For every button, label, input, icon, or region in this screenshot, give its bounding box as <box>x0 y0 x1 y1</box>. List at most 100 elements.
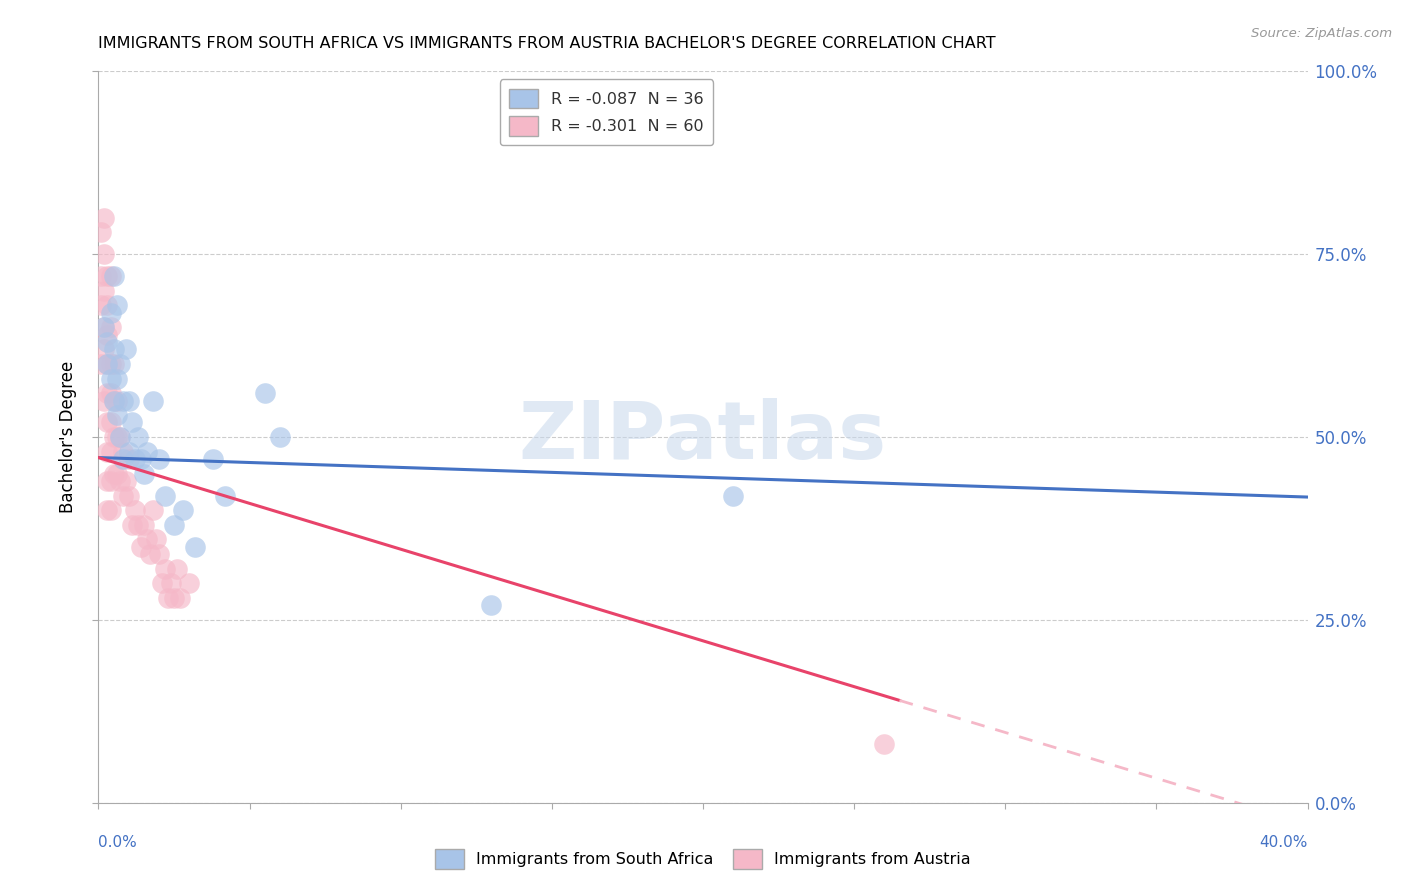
Point <box>105 298 128 312</box>
Point <box>96 327 118 342</box>
Point <box>148 547 170 561</box>
Point <box>118 489 141 503</box>
Point <box>96 474 118 488</box>
Point <box>103 393 125 408</box>
Point <box>100 416 122 430</box>
Point <box>93 343 115 357</box>
Point <box>118 393 141 408</box>
Point <box>118 444 141 458</box>
Point <box>163 591 186 605</box>
Point <box>105 430 128 444</box>
Text: 40.0%: 40.0% <box>1260 836 1308 850</box>
Point <box>103 467 125 481</box>
Point <box>93 247 115 261</box>
Point <box>127 517 149 532</box>
Point <box>135 533 157 547</box>
Point <box>111 489 134 503</box>
Point <box>114 343 136 357</box>
Point <box>253 386 276 401</box>
Point <box>100 306 122 320</box>
Point <box>184 540 207 554</box>
Point <box>481 599 503 613</box>
Point <box>108 357 131 371</box>
Point <box>172 503 194 517</box>
Point <box>153 489 176 503</box>
Point <box>100 386 122 401</box>
Point <box>202 452 225 467</box>
Point <box>108 430 131 444</box>
Point <box>105 371 128 385</box>
Point <box>93 320 115 334</box>
Point <box>135 444 157 458</box>
Point <box>124 503 146 517</box>
Y-axis label: Bachelor's Degree: Bachelor's Degree <box>59 361 77 513</box>
Text: 0.0%: 0.0% <box>98 836 138 850</box>
Point <box>96 298 118 312</box>
Point <box>96 357 118 371</box>
Point <box>723 489 745 503</box>
Point <box>150 576 173 591</box>
Point <box>103 269 125 284</box>
Point <box>100 474 122 488</box>
Point <box>169 591 191 605</box>
Point <box>153 562 176 576</box>
Point <box>96 503 118 517</box>
Point <box>100 503 122 517</box>
Point <box>121 416 143 430</box>
Point <box>105 467 128 481</box>
Point <box>103 393 125 408</box>
Point <box>96 416 118 430</box>
Point <box>100 269 122 284</box>
Point <box>96 269 118 284</box>
Point <box>90 357 112 371</box>
Point <box>139 547 162 561</box>
Point <box>129 540 152 554</box>
Point <box>111 452 134 467</box>
Point <box>132 517 155 532</box>
Point <box>96 334 118 349</box>
Point <box>124 452 146 467</box>
Point <box>156 591 179 605</box>
Point <box>269 430 291 444</box>
Point <box>148 452 170 467</box>
Point <box>142 393 165 408</box>
Point <box>100 444 122 458</box>
Point <box>90 298 112 312</box>
Point <box>105 393 128 408</box>
Point <box>132 467 155 481</box>
Point <box>127 430 149 444</box>
Point <box>121 517 143 532</box>
Point <box>163 517 186 532</box>
Point <box>118 452 141 467</box>
Point <box>166 562 188 576</box>
Point <box>93 320 115 334</box>
Point <box>100 357 122 371</box>
Point <box>179 576 201 591</box>
Point <box>214 489 236 503</box>
Point <box>114 474 136 488</box>
Legend: R = -0.087  N = 36, R = -0.301  N = 60: R = -0.087 N = 36, R = -0.301 N = 60 <box>499 79 713 145</box>
Point <box>93 211 115 225</box>
Point <box>873 737 896 751</box>
Legend: Immigrants from South Africa, Immigrants from Austria: Immigrants from South Africa, Immigrants… <box>429 843 977 875</box>
Point <box>105 408 128 422</box>
Point <box>90 225 112 239</box>
Point <box>103 343 125 357</box>
Text: IMMIGRANTS FROM SOUTH AFRICA VS IMMIGRANTS FROM AUSTRIA BACHELOR'S DEGREE CORREL: IMMIGRANTS FROM SOUTH AFRICA VS IMMIGRAN… <box>98 36 995 51</box>
Point <box>96 444 118 458</box>
Point <box>145 533 167 547</box>
Point <box>129 452 152 467</box>
Point <box>111 444 134 458</box>
Point <box>142 503 165 517</box>
Point <box>93 284 115 298</box>
Point <box>100 371 122 385</box>
Point <box>96 357 118 371</box>
Point <box>96 386 118 401</box>
Point <box>103 430 125 444</box>
Text: ZIPatlas: ZIPatlas <box>519 398 887 476</box>
Point <box>160 576 183 591</box>
Point <box>108 474 131 488</box>
Point <box>93 393 115 408</box>
Text: Source: ZipAtlas.com: Source: ZipAtlas.com <box>1251 27 1392 40</box>
Point <box>108 430 131 444</box>
